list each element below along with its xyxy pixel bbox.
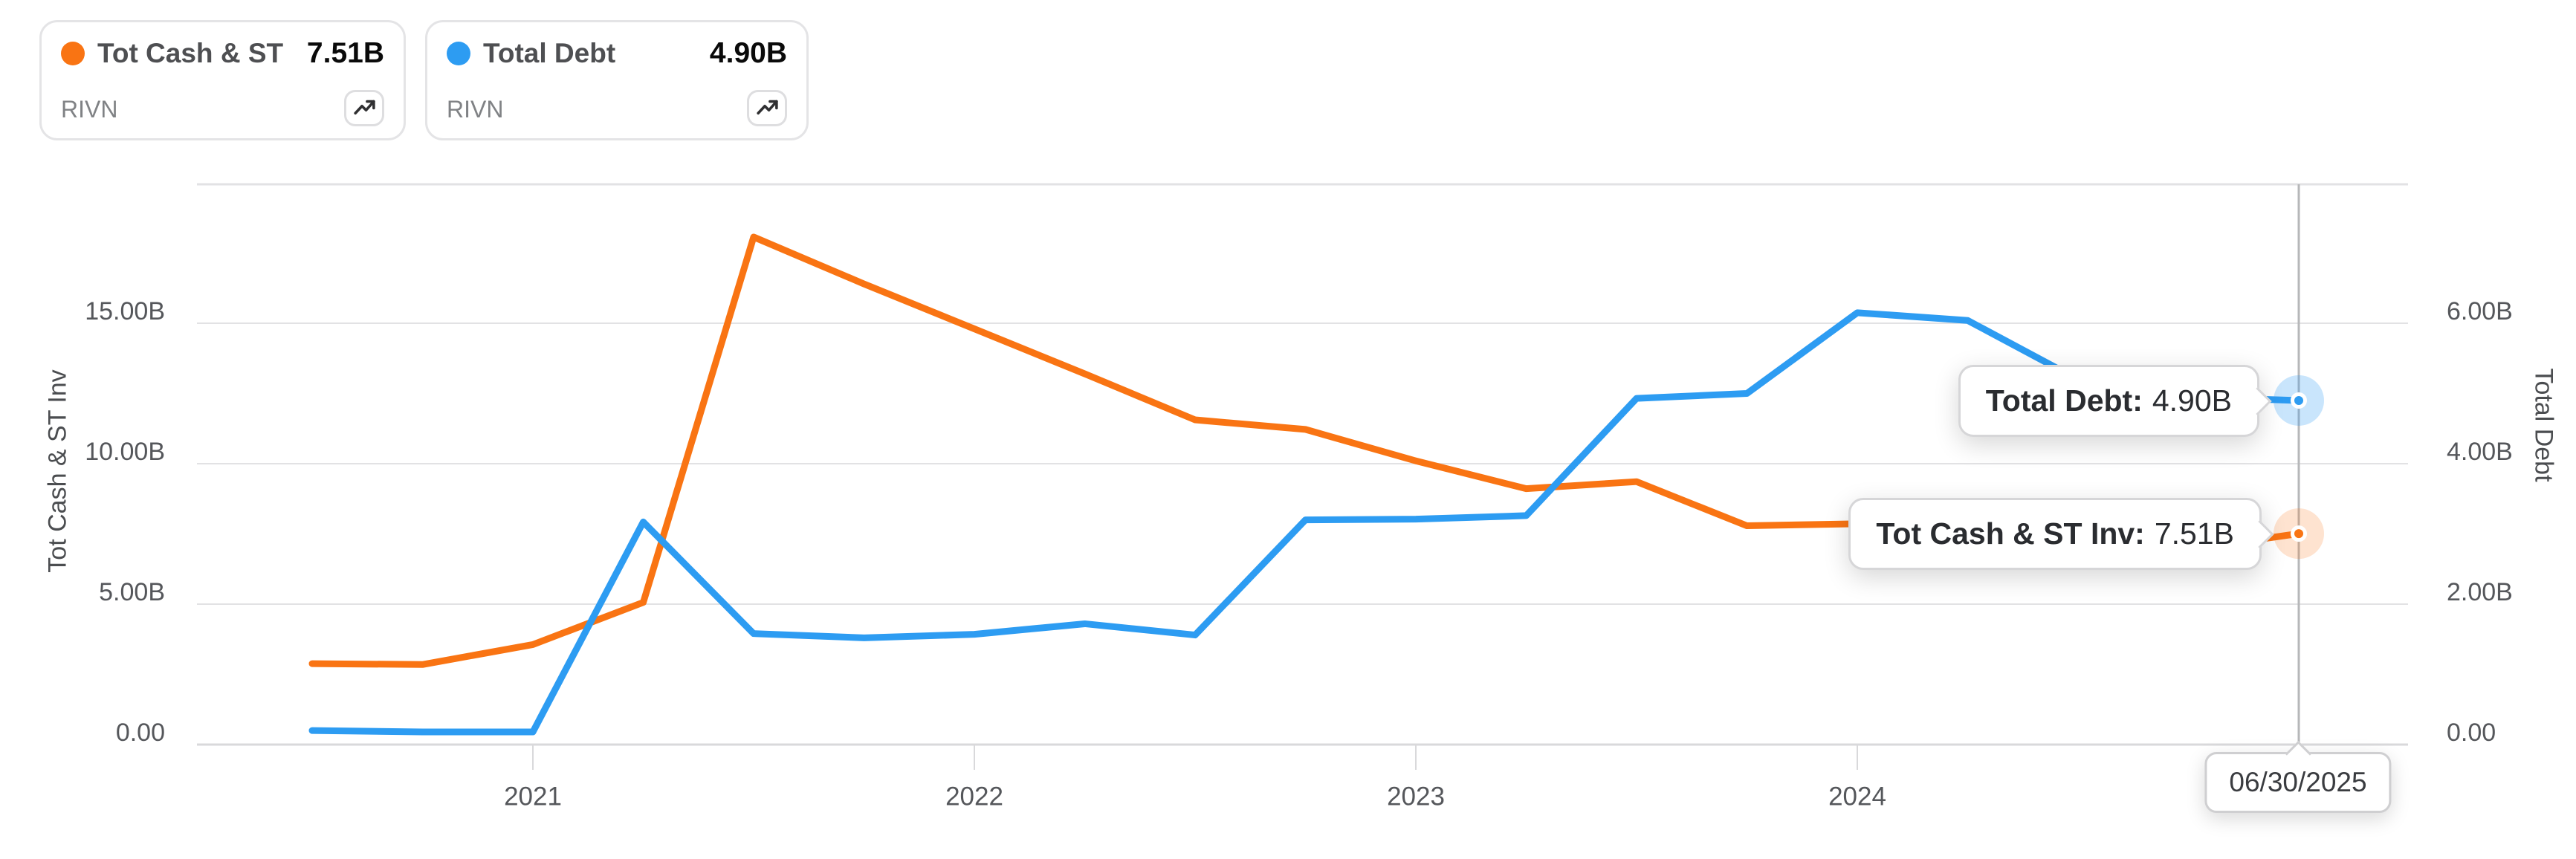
series-line-tot-cash bbox=[308, 233, 2302, 668]
open-chart-button[interactable] bbox=[344, 90, 384, 126]
y-axis-right-tick-label: 0.00 bbox=[2447, 719, 2496, 747]
marker-dot bbox=[2291, 392, 2307, 409]
series-color-dot bbox=[447, 42, 470, 65]
open-chart-button[interactable] bbox=[747, 90, 787, 126]
tooltip-series-label: Tot Cash & ST Inv: bbox=[1876, 516, 2145, 551]
series-color-dot bbox=[61, 42, 85, 65]
y-axis-right-title: Total Debt bbox=[2529, 368, 2558, 482]
y-axis-left-title: Tot Cash & ST Inv bbox=[43, 369, 72, 573]
y-axis-right-tick-label: 4.00B bbox=[2447, 438, 2513, 466]
series-latest-value: 7.51B bbox=[306, 37, 384, 69]
tooltip-series-label: Total Debt: bbox=[1985, 383, 2143, 418]
x-axis-tick-label: 2024 bbox=[1828, 782, 1886, 811]
series-latest-value: 4.90B bbox=[709, 37, 787, 69]
tooltip-tot-cash: Tot Cash & ST Inv: 7.51B bbox=[1848, 498, 2274, 570]
x-axis-tick-label: 2021 bbox=[504, 782, 562, 811]
legend: Tot Cash & ST I... 7.51B RIVN Total Debt… bbox=[39, 20, 809, 140]
legend-card-tot-cash[interactable]: Tot Cash & ST I... 7.51B RIVN bbox=[39, 20, 406, 140]
x-axis-tick-label: 2022 bbox=[945, 782, 1003, 811]
legend-card-header: Total Debt 4.90B bbox=[447, 37, 787, 70]
y-axis-left-tick-label: 5.00B bbox=[99, 578, 165, 606]
ticker-label: RIVN bbox=[61, 96, 118, 123]
tooltip-series-value: 4.90B bbox=[2152, 383, 2232, 418]
legend-card-footer: RIVN bbox=[61, 90, 384, 126]
y-axis-right-tick-label: 6.00B bbox=[2447, 297, 2513, 325]
marker-dot bbox=[2291, 525, 2307, 542]
trending-up-icon bbox=[756, 100, 778, 115]
legend-card-footer: RIVN bbox=[447, 90, 787, 126]
trending-up-icon bbox=[353, 100, 375, 115]
ticker-label: RIVN bbox=[447, 96, 504, 123]
series-label: Total Debt bbox=[483, 38, 616, 68]
tooltip-series-value: 7.51B bbox=[2154, 516, 2234, 551]
series-line-total-debt bbox=[308, 309, 2302, 736]
x-axis-tick-label: 2023 bbox=[1387, 782, 1445, 811]
date-tooltip-label: 06/30/2025 bbox=[2229, 767, 2367, 797]
series-label: Tot Cash & ST I... bbox=[97, 38, 288, 68]
y-axis-left-tick-label: 10.00B bbox=[85, 438, 165, 466]
legend-card-header: Tot Cash & ST I... 7.51B bbox=[61, 37, 384, 70]
y-axis-right-tick-label: 2.00B bbox=[2447, 578, 2513, 606]
tooltip-total-debt: Total Debt: 4.90B bbox=[1958, 365, 2272, 437]
date-tooltip: 06/30/2025 bbox=[2204, 740, 2392, 813]
legend-card-total-debt[interactable]: Total Debt 4.90B RIVN bbox=[425, 20, 809, 140]
y-axis-left-tick-label: 15.00B bbox=[85, 297, 165, 325]
y-axis-left-tick-label: 0.00 bbox=[116, 719, 165, 747]
